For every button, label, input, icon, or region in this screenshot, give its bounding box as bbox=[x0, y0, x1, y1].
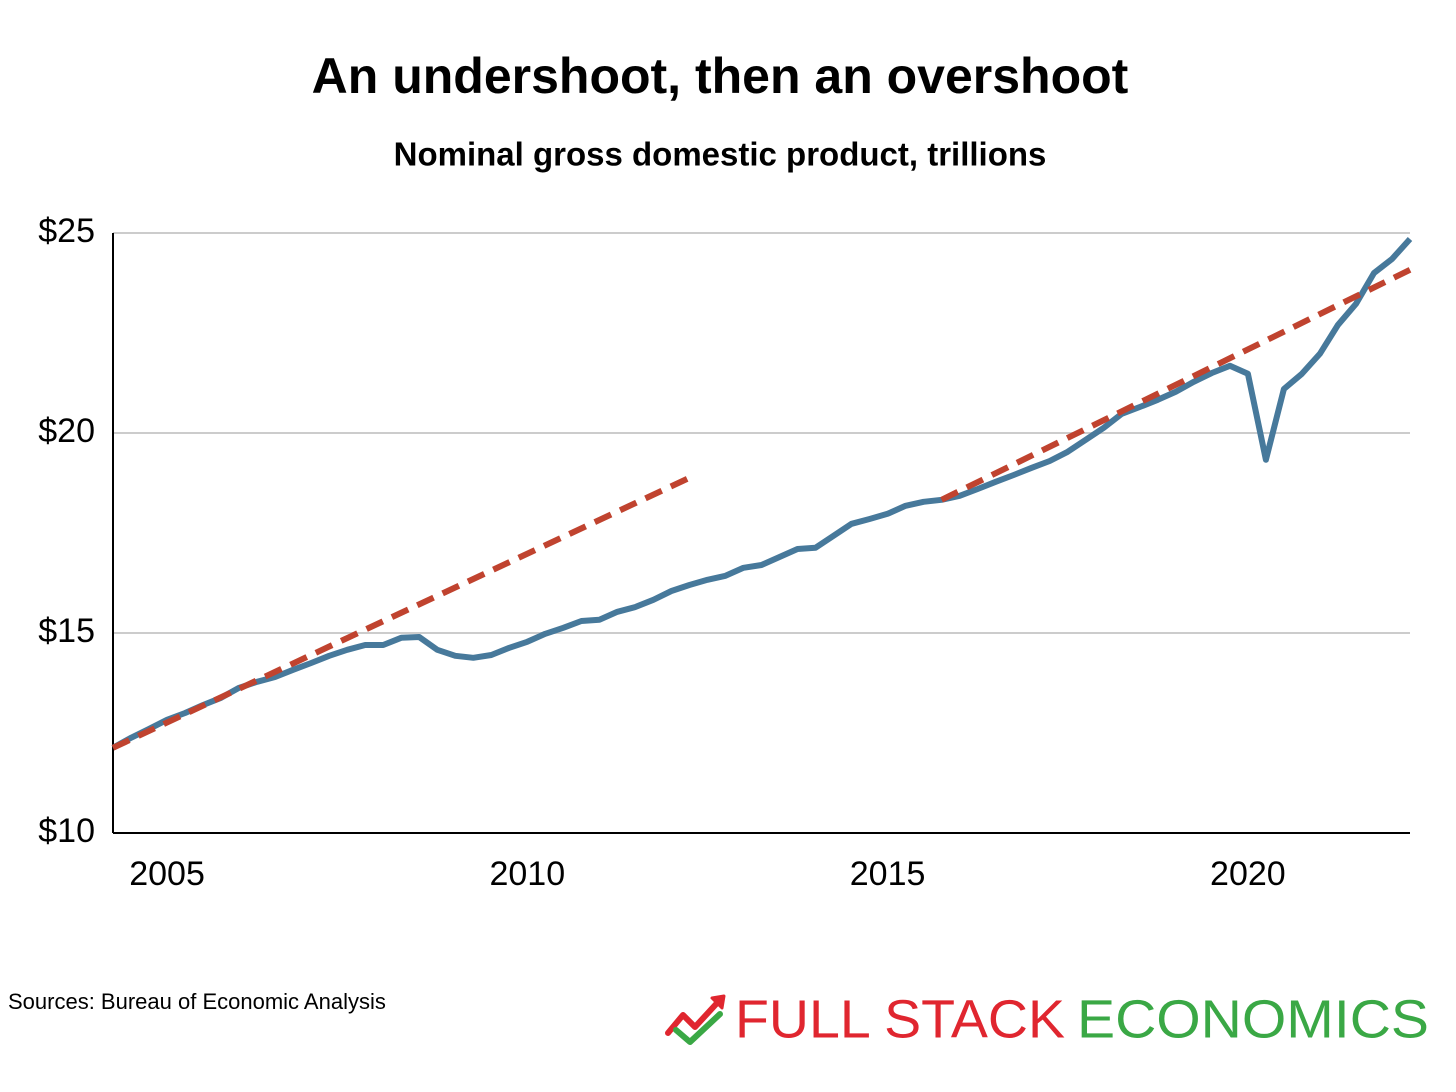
logo-icon bbox=[665, 994, 726, 1045]
source-note: Sources: Bureau of Economic Analysis bbox=[8, 989, 386, 1014]
y-tick-label: $20 bbox=[38, 412, 95, 450]
trend-line bbox=[111, 475, 691, 751]
y-tick-label: $10 bbox=[38, 812, 95, 850]
logo-text-red: FULL STACK bbox=[735, 989, 1065, 1049]
x-tick-label: 2020 bbox=[1210, 855, 1286, 893]
logo-text-green: ECONOMICS bbox=[1077, 989, 1429, 1049]
y-tick-label: $15 bbox=[38, 612, 95, 650]
data-line bbox=[111, 236, 1413, 751]
y-tick-label: $25 bbox=[38, 212, 95, 250]
trend-line bbox=[940, 267, 1412, 503]
x-tick-label: 2015 bbox=[850, 855, 926, 893]
x-tick-label: 2010 bbox=[489, 855, 565, 893]
chart-title: An undershoot, then an overshoot bbox=[312, 48, 1129, 104]
x-tick-label: 2005 bbox=[129, 855, 205, 893]
chart-subtitle: Nominal gross domestic product, trillion… bbox=[394, 136, 1047, 173]
